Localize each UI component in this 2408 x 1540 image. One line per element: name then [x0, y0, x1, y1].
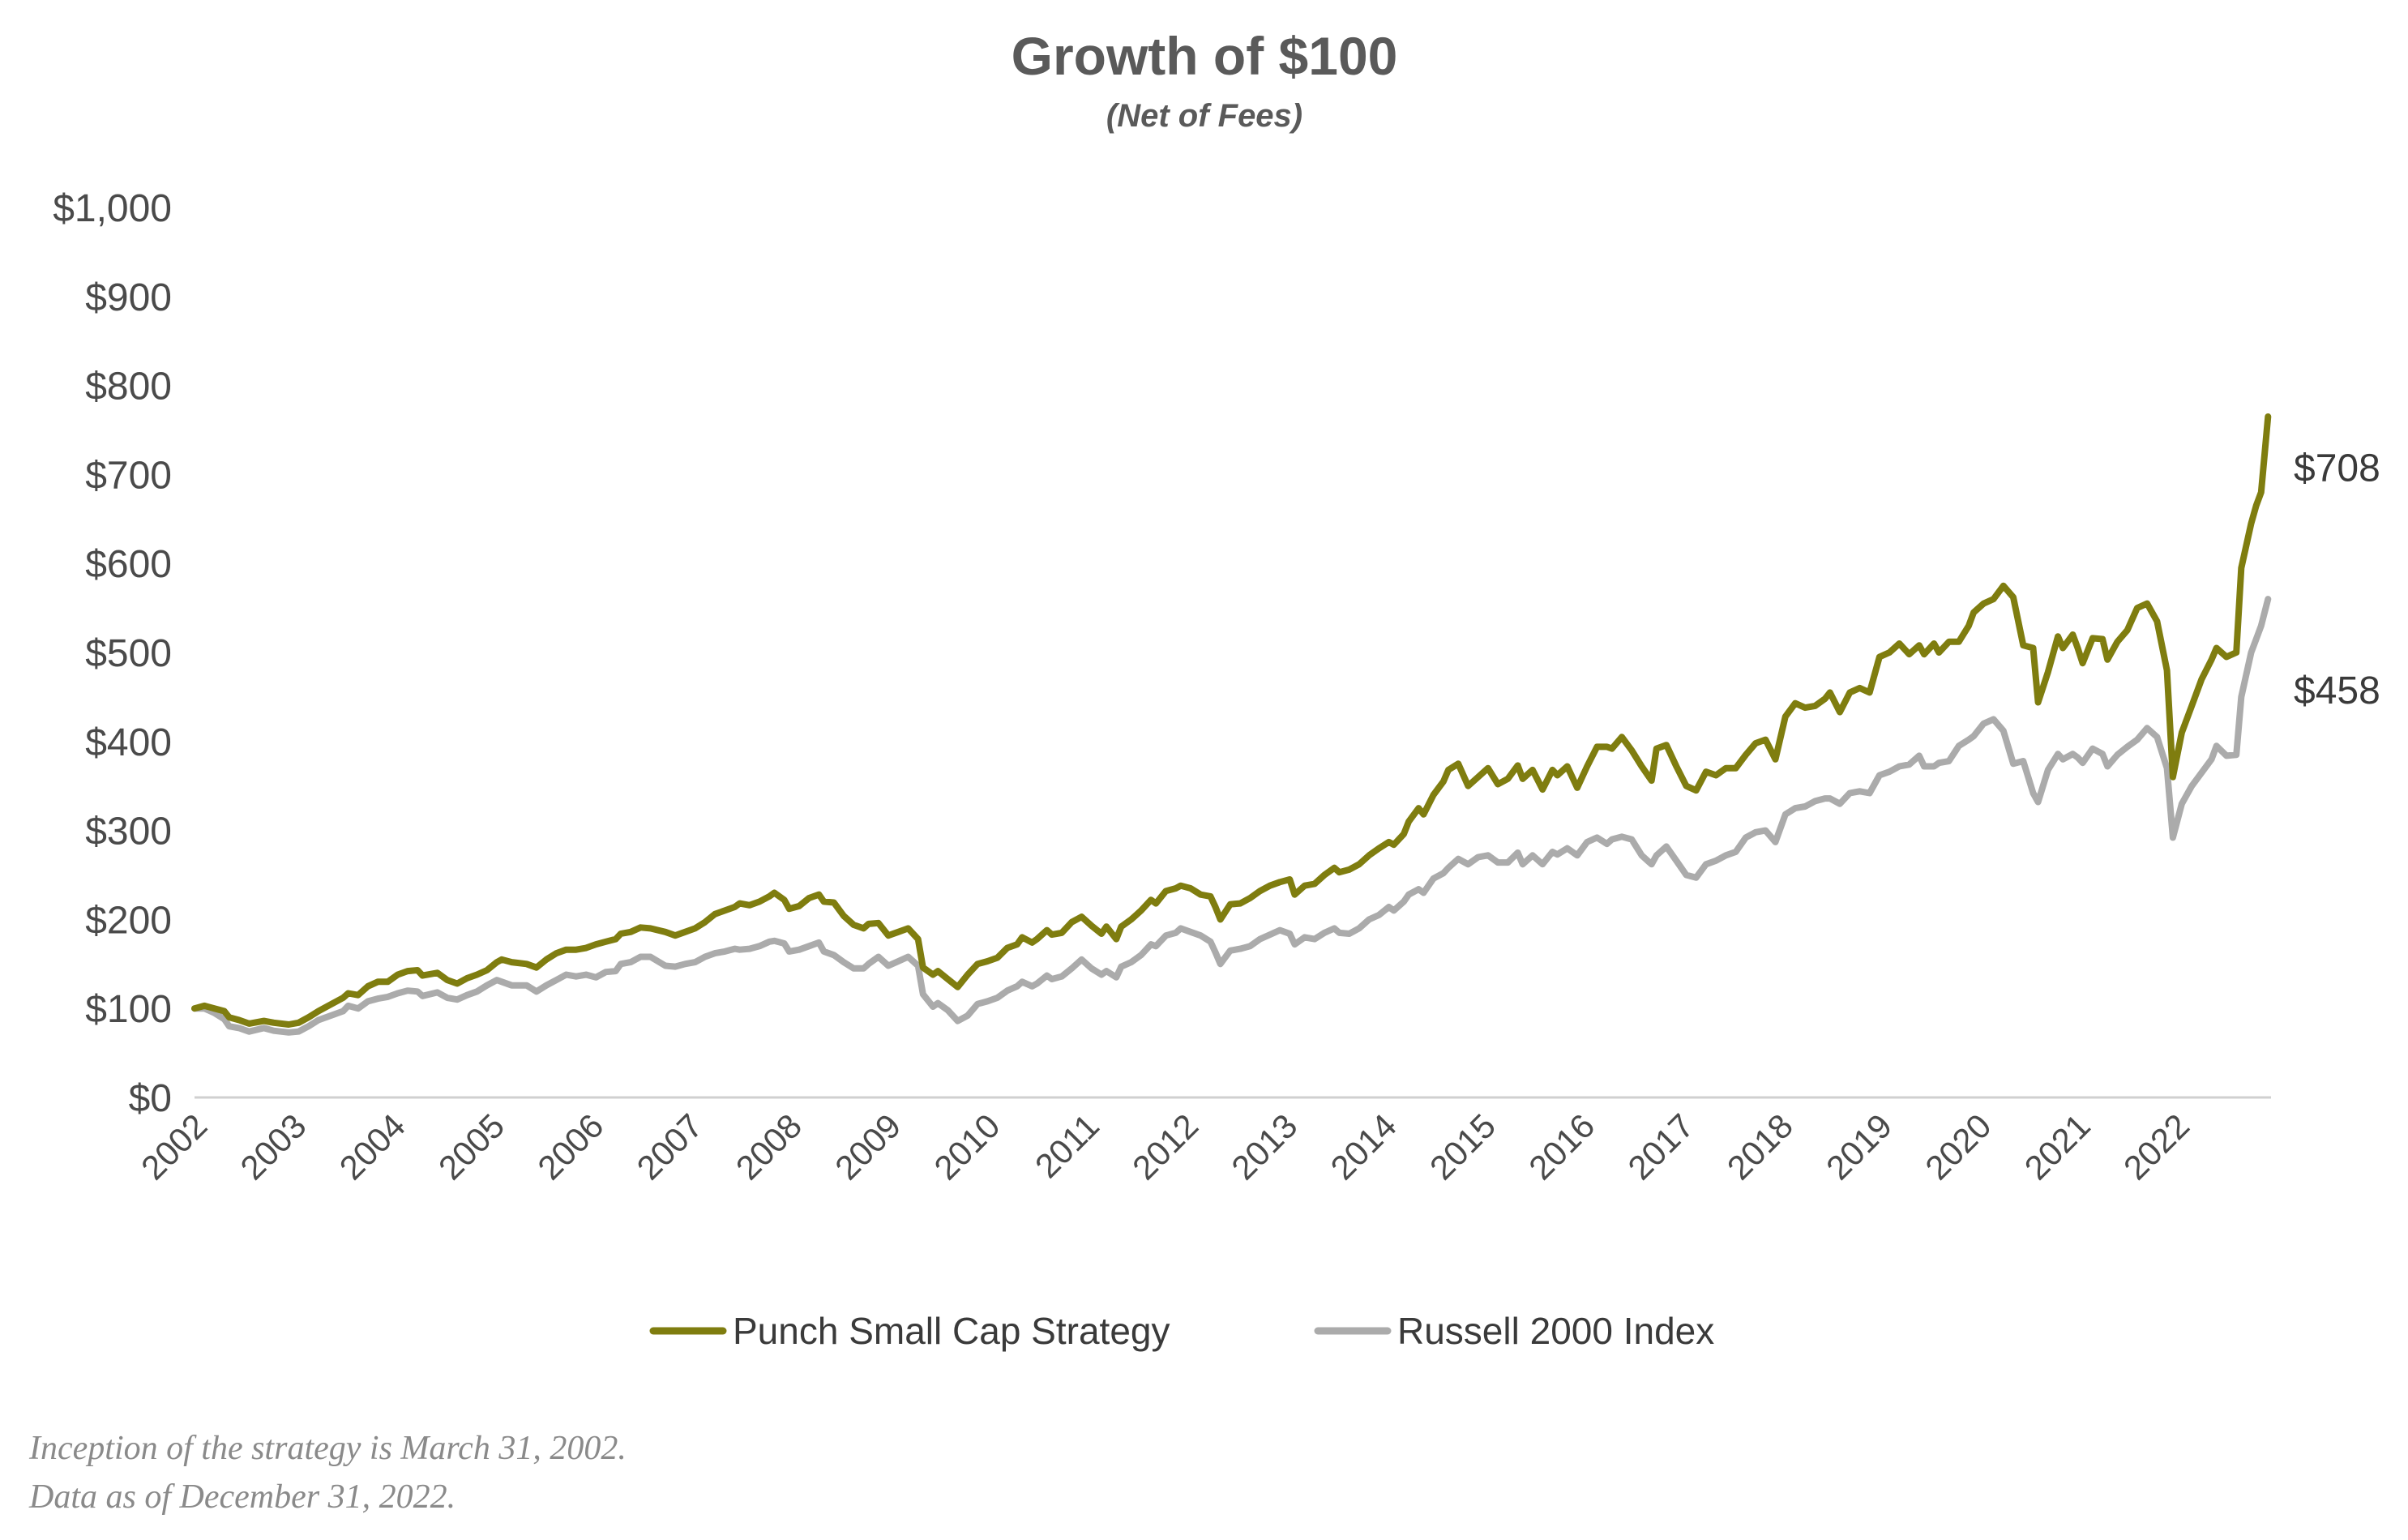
y-tick-label: $100	[85, 988, 172, 1031]
end-label-strategy: $708	[2294, 447, 2380, 490]
x-axis: 2002 2003 2004 2005 2006 2007 2008 2009 2010 2011…	[134, 1106, 2196, 1187]
x-tick-label: 2008	[729, 1106, 809, 1187]
y-tick-label: $700	[85, 454, 172, 497]
end-label-index: $458	[2294, 669, 2380, 712]
y-axis: $0 $100 $200 $300 $400 $500 $600 $700 $800 $900 $1…	[53, 187, 172, 1120]
x-tick-label: 2022	[2116, 1106, 2196, 1187]
x-tick-label: 2003	[233, 1106, 313, 1187]
series-line-strategy	[191, 413, 2272, 1028]
x-tick-label: 2019	[1819, 1106, 1899, 1187]
footnote-inception: Inception of the strategy is March 31, 2…	[28, 1430, 627, 1467]
x-tick-label: 2004	[332, 1106, 413, 1187]
y-tick-label: $1,000	[53, 187, 172, 230]
x-tick-label: 2017	[1620, 1106, 1700, 1187]
x-tick-label: 2010	[926, 1106, 1007, 1187]
end-labels: $708 $458	[2294, 447, 2380, 713]
legend-label-index: Russell 2000 Index	[1397, 1310, 1714, 1352]
y-tick-label: $500	[85, 632, 172, 675]
x-tick-label: 2013	[1224, 1106, 1304, 1187]
y-tick-label: $600	[85, 543, 172, 586]
chart-subtitle: (Net of Fees)	[1106, 98, 1302, 134]
x-tick-label: 2018	[1720, 1106, 1800, 1187]
chart-title: Growth of $100	[1012, 26, 1398, 86]
x-tick-label: 2014	[1324, 1106, 1404, 1187]
x-tick-label: 2007	[630, 1106, 710, 1187]
y-tick-label: $200	[85, 899, 172, 942]
x-tick-label: 2011	[1028, 1106, 1106, 1185]
series-layer	[191, 413, 2272, 1036]
footnote-data-date: Data as of December 31, 2022.	[28, 1478, 456, 1516]
x-tick-label: 2005	[431, 1106, 511, 1187]
x-tick-label: 2015	[1422, 1106, 1503, 1187]
x-tick-label: 2009	[828, 1106, 908, 1187]
x-tick-label: 2012	[1125, 1106, 1205, 1187]
series-line-index	[191, 596, 2272, 1036]
y-tick-label: $400	[85, 721, 172, 764]
y-tick-label: $900	[85, 276, 172, 319]
x-tick-label: 2020	[1918, 1106, 1998, 1187]
y-tick-label: $300	[85, 811, 172, 853]
x-tick-label: 2016	[1521, 1106, 1602, 1187]
x-tick-label: 2006	[530, 1106, 610, 1187]
legend-label-strategy: Punch Small Cap Strategy	[733, 1310, 1170, 1352]
y-tick-label: $800	[85, 366, 172, 409]
legend: Punch Small Cap Strategy Russell 2000 In…	[649, 1310, 1714, 1352]
x-tick-label: 2021	[2017, 1106, 2098, 1187]
y-tick-label: $0	[129, 1077, 172, 1120]
